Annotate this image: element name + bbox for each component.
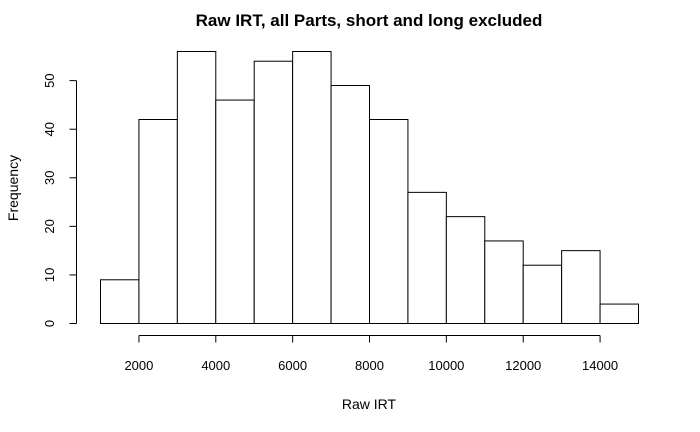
x-tick-label: 14000 bbox=[582, 358, 618, 373]
x-tick-label: 6000 bbox=[278, 358, 307, 373]
histogram-bar bbox=[369, 119, 409, 324]
y-axis-label: Frequency bbox=[5, 155, 21, 221]
histogram-bar bbox=[484, 240, 524, 324]
chart-title: Raw IRT, all Parts, short and long exclu… bbox=[196, 11, 543, 30]
histogram-bar bbox=[215, 99, 255, 324]
histogram-bar bbox=[100, 279, 140, 324]
y-axis: 0 10 20 30 40 50 bbox=[42, 73, 77, 327]
histogram-bar bbox=[176, 51, 217, 324]
y-tick-label: 20 bbox=[42, 219, 57, 233]
x-tick-label: 8000 bbox=[355, 358, 384, 373]
x-axis: 2000 4000 6000 8000 10000 12000 14000 bbox=[124, 335, 618, 373]
histogram-bar bbox=[253, 60, 294, 324]
x-axis-label: Raw IRT bbox=[342, 396, 397, 412]
x-tick-label: 4000 bbox=[201, 358, 230, 373]
histogram-bar bbox=[522, 264, 563, 325]
x-tick-label: 12000 bbox=[505, 358, 541, 373]
y-tick-label: 40 bbox=[42, 122, 57, 136]
histogram-bar bbox=[407, 191, 447, 324]
bars-group bbox=[100, 51, 639, 325]
y-tick-label: 10 bbox=[42, 268, 57, 282]
y-tick-label: 50 bbox=[42, 73, 57, 87]
histogram-bar bbox=[599, 303, 639, 325]
x-tick-label: 2000 bbox=[124, 358, 153, 373]
y-tick-label: 0 bbox=[42, 320, 57, 327]
histogram-bar bbox=[292, 51, 332, 324]
histogram-bar bbox=[445, 216, 486, 324]
y-tick-label: 30 bbox=[42, 171, 57, 185]
histogram-bar bbox=[561, 250, 601, 324]
histogram-bar bbox=[330, 85, 371, 324]
x-tick-label: 10000 bbox=[428, 358, 464, 373]
histogram-bar bbox=[138, 119, 178, 324]
